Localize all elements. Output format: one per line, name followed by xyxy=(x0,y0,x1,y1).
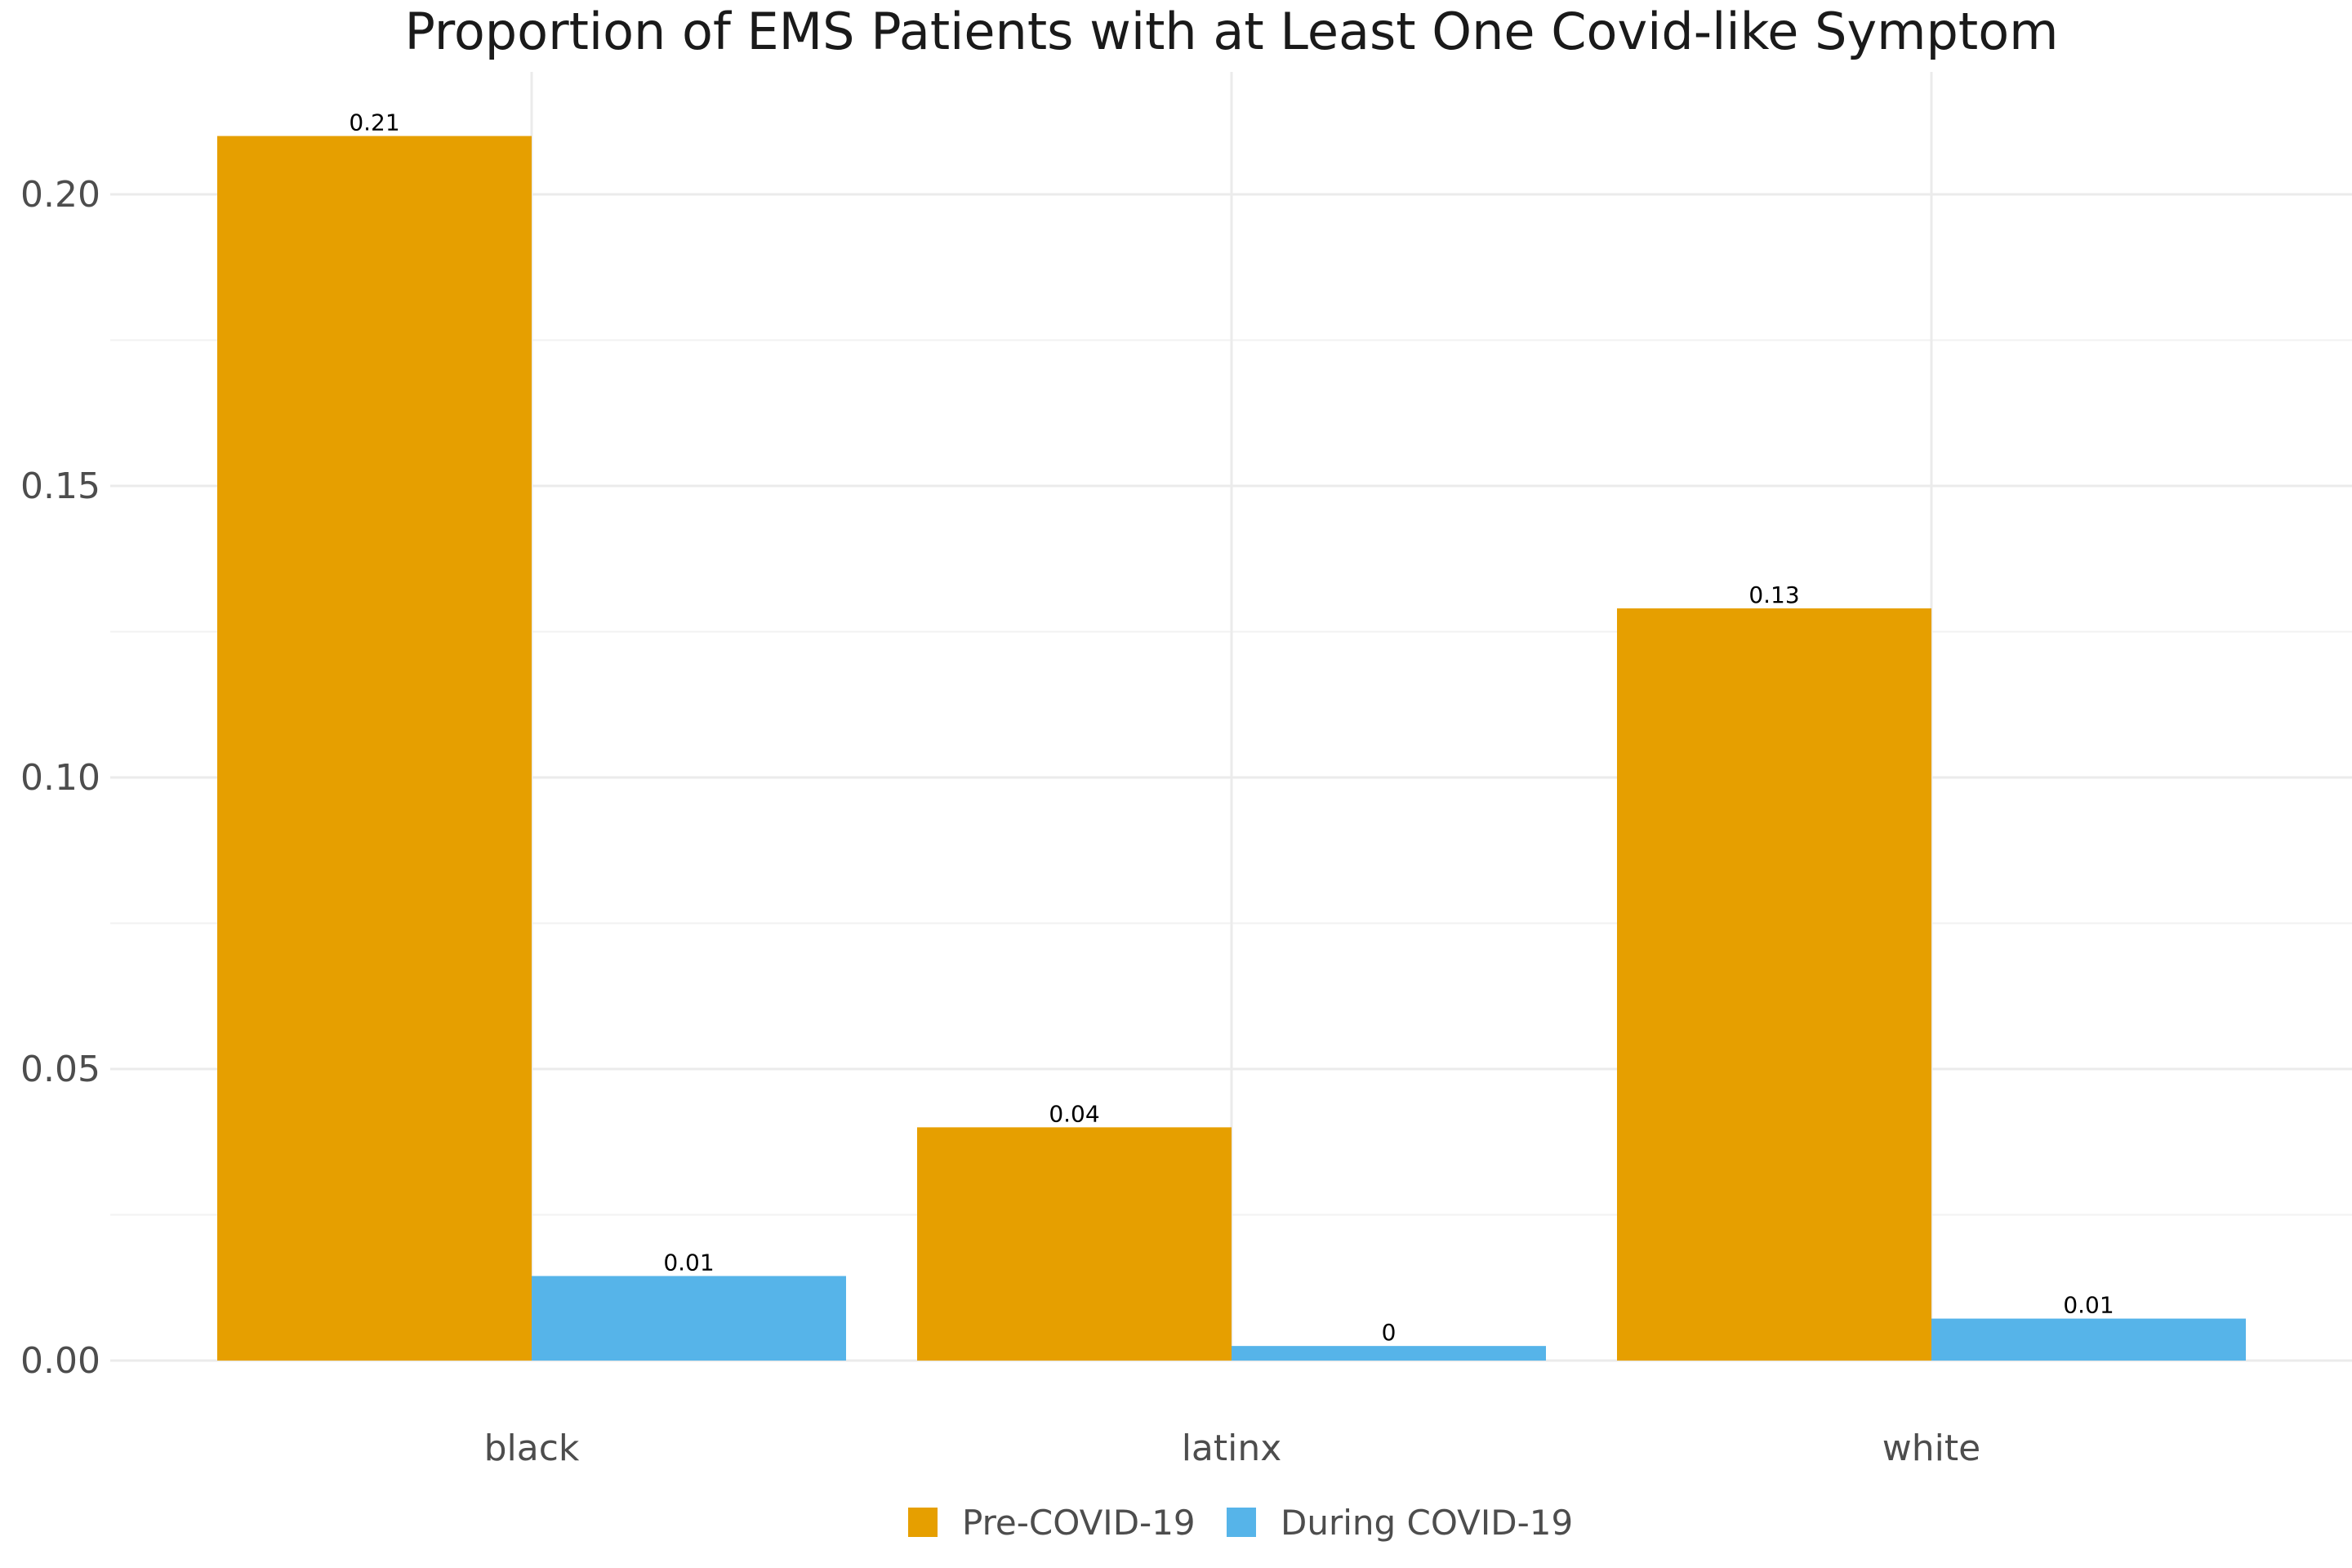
legend-label: Pre-COVID-19 xyxy=(962,1503,1196,1543)
bar-value-labels: 0.21 0.01 0.04 0 0.13 0.01 xyxy=(349,109,2114,1347)
bar-value-label: 0.21 xyxy=(349,109,399,136)
x-tick-label: white xyxy=(1882,1428,1980,1469)
bar-value-label: 0.01 xyxy=(663,1249,714,1276)
y-tick-label: 0.00 xyxy=(20,1340,100,1382)
bar-value-label: 0.01 xyxy=(2063,1292,2114,1319)
bar-value-label: 0 xyxy=(1382,1319,1396,1346)
x-tick-label: latinx xyxy=(1182,1428,1282,1469)
x-axis: black latinx white xyxy=(484,1428,1981,1469)
bar-black-during-covid xyxy=(532,1276,846,1361)
y-tick-label: 0.20 xyxy=(20,174,100,216)
bar-white-during-covid xyxy=(1931,1318,2246,1361)
y-tick-label: 0.10 xyxy=(20,757,100,799)
y-tick-label: 0.15 xyxy=(20,466,100,507)
bar-white-pre-covid xyxy=(1617,608,1931,1361)
legend: Pre-COVID-19 During COVID-19 xyxy=(908,1503,1573,1543)
bar-latinx-pre-covid xyxy=(917,1127,1232,1361)
bar-value-label: 0.13 xyxy=(1748,581,1799,608)
chart-title: Proportion of EMS Patients with at Least… xyxy=(404,2,2058,61)
bars xyxy=(217,136,2246,1361)
y-tick-label: 0.05 xyxy=(20,1049,100,1090)
bar-latinx-during-covid xyxy=(1232,1346,1546,1361)
y-axis: 0.00 0.05 0.10 0.15 0.20 xyxy=(20,174,100,1382)
legend-label: During COVID-19 xyxy=(1281,1503,1573,1543)
legend-swatch xyxy=(908,1508,938,1537)
bar-value-label: 0.04 xyxy=(1049,1100,1099,1127)
legend-swatch xyxy=(1227,1508,1256,1537)
x-tick-label: black xyxy=(484,1428,580,1469)
bar-black-pre-covid xyxy=(217,136,532,1361)
